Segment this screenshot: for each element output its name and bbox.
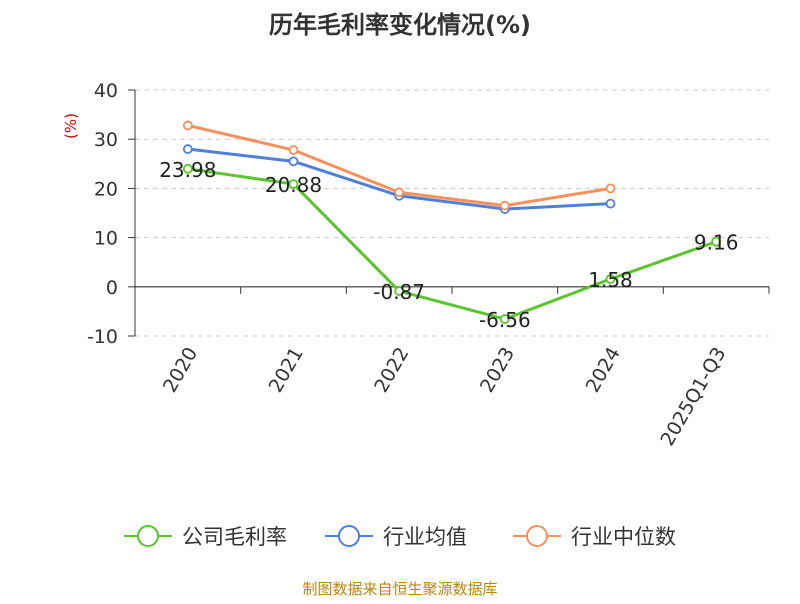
data-label: 9.16: [694, 231, 739, 255]
y-tick-label: 10: [94, 228, 118, 250]
data-point[interactable]: [394, 286, 405, 296]
legend-marker: [526, 525, 548, 547]
x-tick-label: 2024: [582, 344, 625, 397]
x-tick-label: 2025Q1-Q3: [656, 344, 730, 450]
x-tick-label: 2023: [476, 344, 519, 397]
data-point[interactable]: [605, 274, 616, 284]
y-tick-label: 30: [94, 129, 118, 151]
data-point[interactable]: [288, 156, 299, 167]
data-point[interactable]: [182, 120, 193, 131]
legend-label[interactable]: 公司毛利率: [182, 525, 287, 549]
data-point[interactable]: [182, 163, 193, 174]
chart-title: 历年毛利率变化情况(%): [269, 11, 531, 39]
legend-marker: [137, 525, 159, 547]
y-axis-label: (%): [62, 113, 80, 139]
data-label: -0.87: [373, 280, 425, 304]
y-tick-label: -10: [87, 326, 118, 348]
series-line: [187, 167, 717, 321]
legend-marker: [338, 525, 360, 547]
data-label: 20.88: [265, 173, 322, 197]
data-point[interactable]: [182, 144, 193, 154]
data-point[interactable]: [605, 198, 616, 209]
y-tick-label: 40: [94, 80, 118, 102]
x-tick-label: 2022: [370, 344, 413, 397]
legend-label[interactable]: 行业均值: [383, 525, 467, 549]
data-point[interactable]: [288, 179, 299, 189]
source-note: 制图数据来自恒生聚源数据库: [302, 580, 497, 598]
axes: -10 0 10 20 30 40 2020 2021 2022 2023 2024 2025Q1-Q…: [87, 80, 770, 450]
data-point[interactable]: [394, 187, 405, 198]
legend-label[interactable]: 行业中位数: [571, 525, 676, 549]
data-point[interactable]: [711, 236, 722, 247]
data-label: 23.98: [159, 158, 216, 182]
legend[interactable]: 公司毛利率 行业均值 行业中位数: [124, 525, 676, 549]
data-point[interactable]: [605, 183, 616, 194]
data-label: -6.56: [479, 308, 531, 332]
x-tick-label: 2021: [265, 344, 308, 397]
data-point[interactable]: [288, 145, 299, 155]
series: [182, 120, 722, 324]
grid-lines: [135, 89, 769, 337]
x-tick-label: 2020: [159, 344, 202, 397]
data-point[interactable]: [499, 314, 510, 324]
data-label: 1.58: [588, 268, 633, 292]
data-point[interactable]: [499, 200, 510, 211]
data-labels: 23.98 20.88 -0.87 -6.56 1.58 9.16: [159, 158, 738, 332]
y-tick-label: 20: [94, 178, 118, 200]
y-tick-label: 0: [106, 277, 118, 299]
